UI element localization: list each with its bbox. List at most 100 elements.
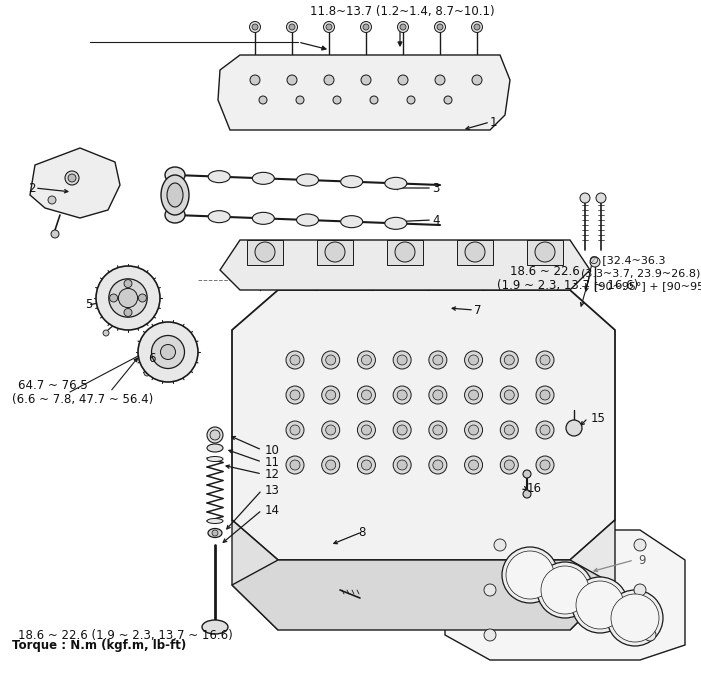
Circle shape bbox=[501, 386, 518, 404]
Circle shape bbox=[361, 75, 371, 85]
Circle shape bbox=[138, 322, 198, 382]
Circle shape bbox=[322, 351, 340, 369]
Polygon shape bbox=[247, 240, 283, 265]
Circle shape bbox=[429, 456, 447, 474]
Circle shape bbox=[465, 386, 482, 404]
Text: 64.7 ~ 76.5: 64.7 ~ 76.5 bbox=[18, 379, 88, 392]
Circle shape bbox=[326, 390, 336, 400]
Text: 18.6 ~ 22.6 (1.9 ~ 2.3, 13.7 ~ 16.6): 18.6 ~ 22.6 (1.9 ~ 2.3, 13.7 ~ 16.6) bbox=[18, 629, 233, 642]
Circle shape bbox=[465, 351, 482, 369]
Circle shape bbox=[433, 425, 443, 435]
Ellipse shape bbox=[297, 214, 318, 226]
Circle shape bbox=[472, 22, 482, 33]
Circle shape bbox=[504, 355, 515, 365]
Circle shape bbox=[358, 421, 376, 439]
Circle shape bbox=[286, 351, 304, 369]
Circle shape bbox=[311, 257, 321, 267]
Circle shape bbox=[397, 22, 409, 33]
Circle shape bbox=[504, 460, 515, 470]
Circle shape bbox=[634, 584, 646, 596]
Ellipse shape bbox=[165, 167, 185, 183]
Circle shape bbox=[634, 539, 646, 551]
Text: 7: 7 bbox=[474, 304, 482, 316]
Circle shape bbox=[124, 308, 132, 316]
Circle shape bbox=[433, 390, 443, 400]
Circle shape bbox=[367, 257, 376, 267]
Circle shape bbox=[397, 425, 407, 435]
Text: 13: 13 bbox=[265, 483, 280, 496]
Circle shape bbox=[484, 629, 496, 641]
Text: 2: 2 bbox=[28, 181, 36, 194]
Circle shape bbox=[290, 460, 300, 470]
Text: 11: 11 bbox=[265, 456, 280, 469]
Circle shape bbox=[286, 456, 304, 474]
Text: 16: 16 bbox=[527, 481, 542, 494]
Circle shape bbox=[437, 24, 443, 30]
Polygon shape bbox=[445, 530, 685, 660]
Circle shape bbox=[326, 355, 336, 365]
Circle shape bbox=[362, 460, 372, 470]
Circle shape bbox=[362, 390, 372, 400]
Circle shape bbox=[423, 257, 433, 267]
Ellipse shape bbox=[202, 620, 228, 634]
Text: 3: 3 bbox=[432, 181, 440, 194]
Circle shape bbox=[397, 355, 407, 365]
Circle shape bbox=[286, 386, 304, 404]
Circle shape bbox=[468, 390, 479, 400]
Circle shape bbox=[433, 460, 443, 470]
Circle shape bbox=[465, 421, 482, 439]
Circle shape bbox=[290, 425, 300, 435]
Circle shape bbox=[435, 75, 445, 85]
Circle shape bbox=[151, 335, 184, 369]
Text: (3.3~3.7, 23.9~26.8)]: (3.3~3.7, 23.9~26.8)] bbox=[581, 268, 701, 278]
Circle shape bbox=[472, 75, 482, 85]
Circle shape bbox=[333, 96, 341, 104]
Circle shape bbox=[429, 386, 447, 404]
Circle shape bbox=[363, 24, 369, 30]
Circle shape bbox=[290, 355, 300, 365]
Circle shape bbox=[444, 96, 452, 104]
Circle shape bbox=[212, 530, 218, 536]
Circle shape bbox=[474, 24, 480, 30]
Text: + [90~95°] + [90~95°]: + [90~95°] + [90~95°] bbox=[581, 281, 701, 291]
Circle shape bbox=[207, 427, 223, 443]
Ellipse shape bbox=[341, 176, 362, 187]
Text: 11.8~13.7 (1.2~1.4, 8.7~10.1): 11.8~13.7 (1.2~1.4, 8.7~10.1) bbox=[310, 5, 495, 18]
Circle shape bbox=[541, 566, 589, 614]
Text: (6.6 ~ 7.8, 47.7 ~ 56.4): (6.6 ~ 7.8, 47.7 ~ 56.4) bbox=[12, 393, 154, 406]
Circle shape bbox=[484, 584, 496, 596]
Circle shape bbox=[48, 196, 56, 204]
Circle shape bbox=[255, 257, 265, 267]
Circle shape bbox=[259, 96, 267, 104]
Circle shape bbox=[68, 174, 76, 182]
Circle shape bbox=[398, 75, 408, 85]
Circle shape bbox=[540, 390, 550, 400]
Circle shape bbox=[429, 351, 447, 369]
Circle shape bbox=[536, 386, 554, 404]
Circle shape bbox=[65, 171, 79, 185]
Circle shape bbox=[435, 22, 446, 33]
Circle shape bbox=[465, 456, 482, 474]
Polygon shape bbox=[570, 520, 615, 630]
Text: ∅ [32.4~36.3: ∅ [32.4~36.3 bbox=[589, 255, 665, 265]
Circle shape bbox=[250, 22, 261, 33]
Polygon shape bbox=[232, 560, 615, 630]
Circle shape bbox=[393, 456, 411, 474]
Circle shape bbox=[362, 425, 372, 435]
Circle shape bbox=[255, 242, 275, 262]
Circle shape bbox=[494, 539, 506, 551]
Circle shape bbox=[326, 425, 336, 435]
Circle shape bbox=[358, 386, 376, 404]
Text: 6: 6 bbox=[148, 352, 156, 365]
Circle shape bbox=[286, 421, 304, 439]
Circle shape bbox=[468, 425, 479, 435]
Circle shape bbox=[124, 280, 132, 288]
Polygon shape bbox=[317, 240, 353, 265]
Text: 9: 9 bbox=[638, 553, 646, 566]
Circle shape bbox=[502, 547, 558, 603]
Polygon shape bbox=[30, 148, 120, 218]
Circle shape bbox=[590, 257, 600, 267]
Circle shape bbox=[161, 344, 175, 359]
Circle shape bbox=[504, 390, 515, 400]
Circle shape bbox=[400, 24, 406, 30]
